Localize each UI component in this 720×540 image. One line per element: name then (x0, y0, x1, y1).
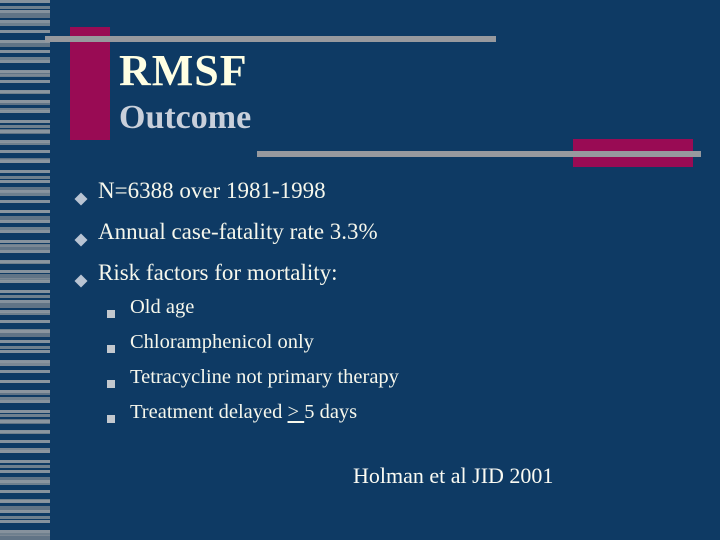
sub-bullet-item: Tetracycline not primary therapy (107, 366, 667, 401)
diamond-bullet-icon (74, 273, 88, 288)
filmstrip-decoration (0, 0, 50, 540)
sub-bullet-item: Treatment delayed > 5 days (107, 401, 667, 436)
square-bullet-icon (107, 379, 115, 388)
square-bullet-icon (107, 414, 115, 423)
title-rule-bar (45, 36, 496, 42)
diamond-bullet-icon (74, 232, 88, 247)
bullet-item: Annual case-fatality rate 3.3% (74, 219, 696, 260)
square-bullet-icon (107, 344, 115, 353)
bullet-text: Annual case-fatality rate 3.3% (98, 219, 378, 244)
sub-bullet-text: Chloramphenicol only (130, 331, 314, 353)
page-subtitle: Outcome (119, 99, 252, 136)
sub-bullet-text-suffix: 5 days (304, 401, 358, 423)
sub-bullet-text-prefix: Treatment delayed (130, 401, 288, 423)
bullet-item: Risk factors for mortality: (74, 260, 696, 301)
bullet-text: N=6388 over 1981-1998 (98, 178, 326, 203)
square-bullet-icon (107, 309, 115, 318)
diamond-bullet-icon (74, 191, 88, 206)
sub-bullet-text: Tetracycline not primary therapy (130, 366, 399, 388)
sub-bullet-text: Old age (130, 296, 195, 318)
subtitle-rule-bar (257, 151, 701, 157)
title-accent-block (70, 27, 110, 140)
bullet-item: N=6388 over 1981-1998 (74, 178, 696, 219)
sub-bullet-list: Old age Chloramphenicol only Tetracyclin… (107, 296, 667, 436)
citation: Holman et al JID 2001 (353, 463, 554, 488)
bullet-text: Risk factors for mortality: (98, 260, 338, 285)
page-title: RMSF (119, 46, 248, 95)
sub-bullet-item: Old age (107, 296, 667, 331)
greater-equal-symbol: > (287, 401, 305, 423)
sub-bullet-item: Chloramphenicol only (107, 331, 667, 366)
bullet-list: N=6388 over 1981-1998 Annual case-fatali… (74, 178, 696, 301)
